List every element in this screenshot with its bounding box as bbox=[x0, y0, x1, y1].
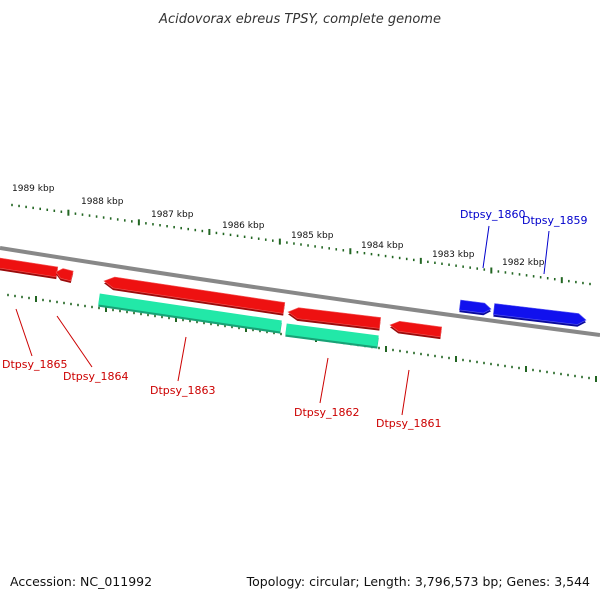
footer-accession: Accession: NC_011992 bbox=[10, 574, 152, 589]
label-leader bbox=[319, 357, 329, 404]
tick-label: 1982 kbp bbox=[502, 258, 545, 268]
gene-features bbox=[0, 256, 587, 349]
footer-summary: Topology: circular; Length: 3,796,573 bp… bbox=[246, 574, 590, 589]
tick-label: 1983 kbp bbox=[432, 250, 475, 260]
gene-label[interactable]: Dtpsy_1860 bbox=[460, 208, 526, 221]
label-leaders bbox=[15, 225, 550, 416]
label-leader bbox=[482, 225, 490, 269]
tick-label: 1986 kbp bbox=[222, 221, 265, 231]
tick-label: 1985 kbp bbox=[291, 231, 334, 241]
gene-dtpsy-1862[interactable] bbox=[287, 307, 381, 331]
gene-dtpsy-1864[interactable] bbox=[55, 268, 74, 284]
tick-label: 1988 kbp bbox=[81, 197, 124, 207]
label-leader bbox=[543, 230, 550, 275]
gene-label[interactable]: Dtpsy_1864 bbox=[63, 370, 129, 383]
gene-dtpsy-1863[interactable] bbox=[103, 276, 286, 316]
gene-dtpsy-1865[interactable] bbox=[0, 256, 59, 280]
tick-label: 1984 kbp bbox=[361, 241, 404, 251]
label-leader bbox=[401, 369, 410, 416]
label-leader bbox=[15, 308, 33, 357]
rna-dtpsy-1862[interactable] bbox=[285, 323, 379, 349]
rna-dtpsy-1863[interactable] bbox=[98, 293, 282, 334]
gene-label[interactable]: Dtpsy_1862 bbox=[294, 406, 360, 419]
scale-labels: 1989 kbp 1988 kbp 1987 kbp 1986 kbp 1985 kbp… bbox=[12, 184, 545, 268]
label-leader bbox=[177, 336, 187, 382]
tick-label: 1987 kbp bbox=[151, 210, 194, 220]
gene-label[interactable]: Dtpsy_1859 bbox=[522, 214, 588, 227]
map-title: Acidovorax ebreus TPSY, complete genome bbox=[158, 12, 441, 27]
gene-label[interactable]: Dtpsy_1861 bbox=[376, 417, 442, 430]
tick-label: 1989 kbp bbox=[12, 184, 55, 194]
gene-label[interactable]: Dtpsy_1863 bbox=[150, 384, 216, 397]
label-leader bbox=[56, 315, 93, 368]
gene-dtpsy-1859[interactable] bbox=[493, 303, 587, 327]
gene-dtpsy-1861[interactable] bbox=[389, 320, 443, 340]
gene-dtpsy-1860[interactable] bbox=[459, 299, 492, 316]
genome-backbone bbox=[0, 246, 600, 337]
gene-label[interactable]: Dtpsy_1865 bbox=[2, 358, 68, 371]
